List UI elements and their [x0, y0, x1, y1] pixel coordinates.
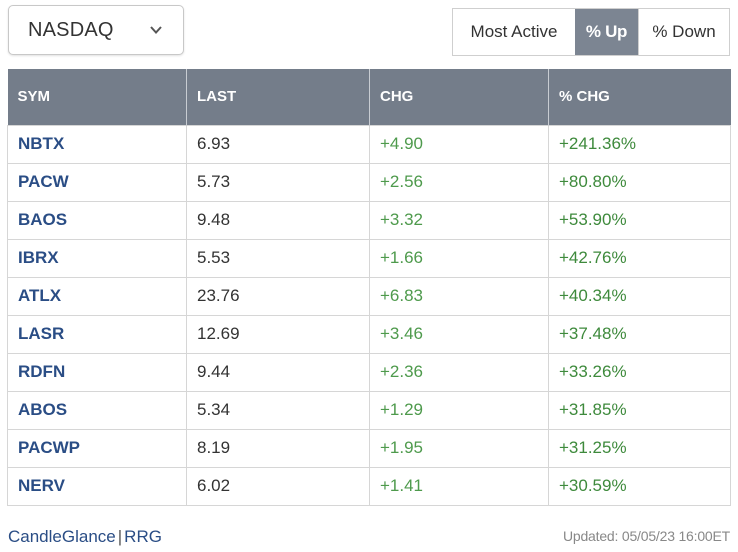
last-price: 9.48 — [186, 200, 370, 240]
change-value: +1.41 — [369, 466, 549, 506]
footer-separator: | — [117, 527, 123, 546]
percent-change: +33.26% — [548, 352, 731, 392]
column-header-pct-chg[interactable]: % CHG — [548, 69, 731, 125]
last-price: 5.34 — [186, 390, 370, 430]
last-price: 5.73 — [186, 162, 370, 202]
last-price: 6.93 — [186, 124, 370, 164]
last-price: 23.76 — [186, 276, 370, 316]
percent-change: +31.85% — [548, 390, 731, 430]
table-row: NERV 6.02 +1.41 +30.59% — [7, 466, 731, 506]
symbol-link[interactable]: IBRX — [7, 238, 187, 278]
exchange-select[interactable]: NASDAQ — [8, 5, 184, 55]
table-row: ATLX 23.76 +6.83 +40.34% — [7, 276, 731, 316]
percent-change: +42.76% — [548, 238, 731, 278]
tab-percent-down[interactable]: % Down — [638, 9, 729, 55]
symbol-link[interactable]: RDFN — [7, 352, 187, 392]
percent-change: +30.59% — [548, 466, 731, 506]
last-price: 9.44 — [186, 352, 370, 392]
percent-change: +31.25% — [548, 428, 731, 468]
table-row: PACWP 8.19 +1.95 +31.25% — [7, 428, 731, 468]
change-value: +2.56 — [369, 162, 549, 202]
column-header-sym[interactable]: SYM — [7, 69, 187, 125]
symbol-link[interactable]: NBTX — [7, 124, 187, 164]
table-row: RDFN 9.44 +2.36 +33.26% — [7, 352, 731, 392]
updated-timestamp: Updated: 05/05/23 16:00ET — [562, 528, 730, 544]
last-price: 8.19 — [186, 428, 370, 468]
table-row: ABOS 5.34 +1.29 +31.85% — [7, 390, 731, 430]
table-row: PACW 5.73 +2.56 +80.80% — [7, 162, 731, 202]
symbol-link[interactable]: ABOS — [7, 390, 187, 430]
last-price: 12.69 — [186, 314, 370, 354]
column-header-last[interactable]: LAST — [186, 69, 370, 125]
change-value: +3.46 — [369, 314, 549, 354]
symbol-link[interactable]: PACWP — [7, 428, 187, 468]
change-value: +1.29 — [369, 390, 549, 430]
candleglance-link[interactable]: CandleGlance — [8, 527, 116, 546]
tab-percent-up[interactable]: % Up — [575, 9, 638, 55]
change-value: +4.90 — [369, 124, 549, 164]
table-header-row: SYM LAST CHG % CHG — [7, 69, 731, 125]
chevron-down-icon — [150, 26, 162, 34]
table-row: LASR 12.69 +3.46 +37.48% — [7, 314, 731, 354]
symbol-link[interactable]: BAOS — [7, 200, 187, 240]
percent-change: +241.36% — [548, 124, 731, 164]
movers-table: SYM LAST CHG % CHG NBTX 6.93 +4.90 +241.… — [7, 69, 731, 506]
symbol-link[interactable]: LASR — [7, 314, 187, 354]
change-value: +3.32 — [369, 200, 549, 240]
table-row: BAOS 9.48 +3.32 +53.90% — [7, 200, 731, 240]
symbol-link[interactable]: PACW — [7, 162, 187, 202]
change-value: +1.95 — [369, 428, 549, 468]
tab-most-active[interactable]: Most Active — [470, 22, 558, 41]
symbol-link[interactable]: NERV — [7, 466, 187, 506]
change-value: +1.66 — [369, 238, 549, 278]
percent-change: +40.34% — [548, 276, 731, 316]
table-row: IBRX 5.53 +1.66 +42.76% — [7, 238, 731, 278]
last-price: 6.02 — [186, 466, 370, 506]
footer-links: CandleGlance | RRG — [8, 527, 162, 547]
change-value: +2.36 — [369, 352, 549, 392]
column-header-chg[interactable]: CHG — [369, 69, 549, 125]
exchange-select-value: NASDAQ — [28, 18, 114, 41]
percent-change: +80.80% — [548, 162, 731, 202]
change-value: +6.83 — [369, 276, 549, 316]
symbol-link[interactable]: ATLX — [7, 276, 187, 316]
rrg-link[interactable]: RRG — [124, 527, 162, 546]
table-row: NBTX 6.93 +4.90 +241.36% — [7, 124, 731, 164]
last-price: 5.53 — [186, 238, 370, 278]
view-toggle-group: Most Active % Up % Down — [452, 8, 730, 56]
percent-change: +37.48% — [548, 314, 731, 354]
percent-change: +53.90% — [548, 200, 731, 240]
